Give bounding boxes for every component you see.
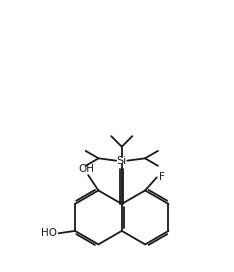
- Text: F: F: [159, 172, 165, 182]
- Text: HO: HO: [41, 228, 57, 238]
- Text: Si: Si: [117, 156, 127, 166]
- Text: OH: OH: [78, 164, 94, 174]
